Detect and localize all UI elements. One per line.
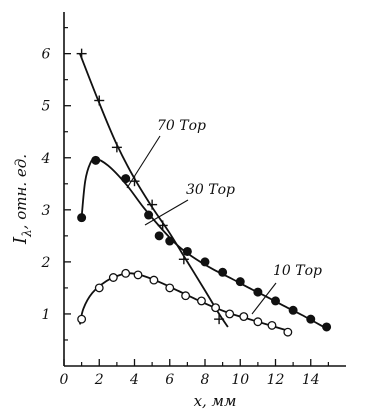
x-tick-label: 2 xyxy=(94,372,104,388)
series-label-10-tor: 10 Тор xyxy=(273,263,322,279)
point-70-tor xyxy=(111,142,122,153)
point-30-tor xyxy=(165,236,175,246)
y-tick-label: 3 xyxy=(42,203,51,219)
y-axis-title-subscript: λ xyxy=(20,229,34,238)
y-tick-label: 2 xyxy=(41,255,51,271)
point-30-tor xyxy=(182,246,192,256)
point-10-tor xyxy=(211,303,221,313)
point-10-tor xyxy=(165,283,175,293)
y-tick-label: 6 xyxy=(42,47,51,63)
point-10-tor xyxy=(149,275,159,285)
point-30-tor xyxy=(306,314,316,324)
point-30-tor xyxy=(218,267,228,277)
point-30-tor xyxy=(288,305,298,315)
y-axis-title: Iλ, отн. ед. xyxy=(10,154,34,245)
y-axis-title-units: , отн. ед. xyxy=(12,154,30,229)
point-10-tor xyxy=(239,312,249,321)
series-label-30-tor: 30 Тор xyxy=(186,182,235,198)
x-tick-label: 6 xyxy=(165,372,174,388)
point-30-tor xyxy=(91,155,101,165)
point-70-tor xyxy=(94,95,105,106)
point-30-tor xyxy=(154,231,164,241)
point-10-tor xyxy=(121,268,131,278)
point-10-tor xyxy=(181,291,191,301)
point-30-tor xyxy=(144,210,154,220)
point-70-tor xyxy=(157,220,168,231)
point-70-tor xyxy=(214,314,225,325)
leader-line-30-tor xyxy=(144,199,189,226)
y-tick-label: 1 xyxy=(42,307,51,323)
labels: 70 Тор 30 Тор 10 Тор xyxy=(126,118,322,315)
point-30-tor xyxy=(235,277,245,287)
y-tick-label: 4 xyxy=(41,151,51,167)
point-10-tor xyxy=(253,317,263,327)
point-30-tor xyxy=(271,296,280,306)
series-label-70-tor: 70 Тор xyxy=(157,118,206,134)
point-10-tor xyxy=(283,327,293,337)
x-tick-label: 4 xyxy=(129,372,139,388)
markers xyxy=(76,48,332,337)
point-10-tor xyxy=(77,314,87,324)
leader-line-70-tor xyxy=(126,135,161,189)
x-tick-label: 10 xyxy=(231,372,249,388)
point-70-tor xyxy=(147,199,158,210)
point-10-tor xyxy=(133,270,143,280)
x-tick-label: 12 xyxy=(267,372,285,388)
point-30-tor xyxy=(322,322,332,332)
x-tick-label: 8 xyxy=(201,372,210,388)
x-tick-label: 0 xyxy=(60,372,69,388)
y-axis-title-symbol: I xyxy=(10,236,31,245)
point-70-tor xyxy=(76,48,87,59)
y-tick-label: 5 xyxy=(42,99,51,115)
point-10-tor xyxy=(108,273,118,282)
point-10-tor xyxy=(267,320,277,330)
point-30-tor xyxy=(121,174,131,184)
point-30-tor xyxy=(200,257,210,267)
point-30-tor xyxy=(253,287,263,297)
point-10-tor xyxy=(225,309,235,319)
x-tick-label: 14 xyxy=(302,372,320,388)
x-axis-title: x, мм xyxy=(194,392,237,410)
point-30-tor xyxy=(77,213,87,223)
point-10-tor xyxy=(94,283,104,293)
point-70-tor xyxy=(178,254,189,265)
leader-line-10-tor xyxy=(251,282,277,315)
series-line-70-tor xyxy=(79,53,229,328)
point-10-tor xyxy=(197,296,206,306)
